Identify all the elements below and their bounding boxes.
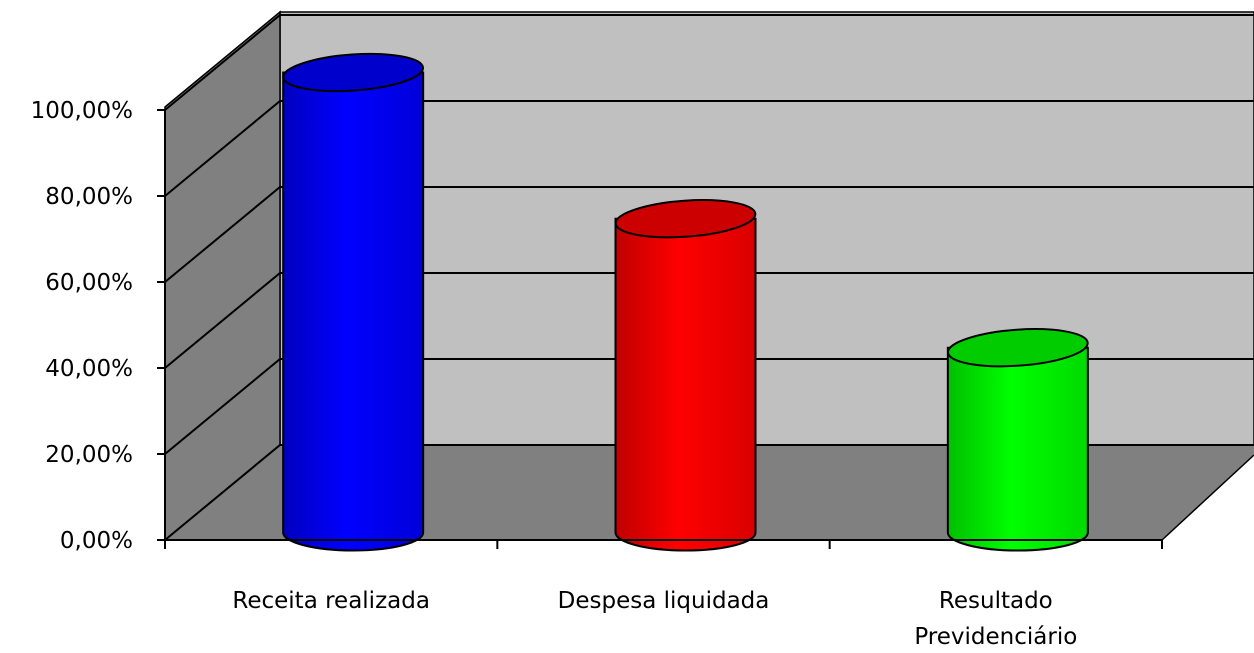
bar [282,52,425,552]
gridline [164,358,1254,455]
y-tick-label: 40,00% [45,356,133,382]
gridline [164,272,1254,369]
y-axis-ticks: 0,00% 20,00% 40,00% 60,00% 80,00% 100,00% [31,98,165,554]
bar-body [946,346,1089,552]
gridline [164,14,1254,111]
gridlines [164,14,1254,541]
y-tick-label: 100,00% [31,98,133,124]
gridline [164,444,1254,541]
bar-body [614,217,757,552]
back-wall [279,11,1254,446]
gridline [164,100,1254,197]
axes [164,110,1163,549]
x-tick-label: Despesa liquidada [558,588,770,614]
y-tick-label: 80,00% [45,184,133,210]
gridline [164,186,1254,283]
bar [614,199,757,552]
x-tick-label: Receita realizada [232,588,430,614]
bar-body [282,71,425,552]
bar-top [946,328,1089,368]
bar [946,328,1089,552]
bar-top [614,199,757,239]
y-tick-label: 0,00% [60,528,133,554]
bars [282,52,1089,552]
x-axis-labels: Receita realizada Despesa liquidada Result… [232,588,1077,650]
y-tick-label: 60,00% [45,270,133,296]
y-tick-label: 20,00% [45,442,133,468]
x-tick-label: Resultado Previdenciário [914,588,1077,650]
bar-top [282,52,425,93]
